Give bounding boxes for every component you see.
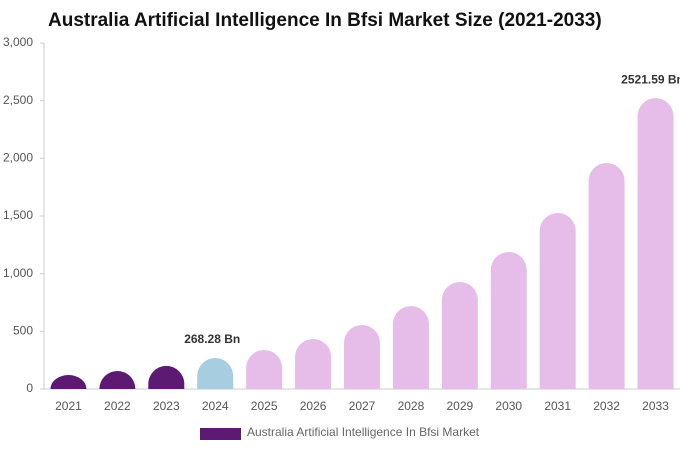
bar — [246, 350, 283, 389]
bar — [344, 324, 380, 389]
bar — [295, 338, 332, 389]
x-tick-label: 2021 — [55, 399, 82, 413]
x-tick-label: 2026 — [300, 399, 327, 413]
bar — [197, 358, 234, 389]
y-tick-label: 2,500 — [3, 93, 33, 107]
bar — [490, 251, 527, 389]
bar — [99, 371, 136, 389]
bar — [588, 162, 625, 389]
y-tick-label: 0 — [26, 381, 33, 395]
chart-title: Australia Artificial Intelligence In Bfs… — [48, 10, 602, 31]
x-tick-label: 2022 — [104, 399, 131, 413]
x-tick-label: 2023 — [153, 399, 180, 413]
x-tick-label: 2028 — [398, 399, 425, 413]
x-tick-label: 2032 — [593, 399, 620, 413]
y-tick-label: 1,000 — [3, 266, 33, 280]
x-tick-label: 2031 — [544, 399, 571, 413]
bar — [637, 98, 674, 389]
x-tick-label: 2030 — [495, 399, 522, 413]
bar — [539, 213, 576, 389]
y-tick-label: 3,000 — [3, 35, 33, 49]
x-tick-label: 2025 — [251, 399, 278, 413]
value-label: 268.28 Bn — [184, 332, 240, 346]
legend-swatch — [200, 428, 241, 440]
x-tick-label: 2033 — [642, 399, 669, 413]
legend-label: Australia Artificial Intelligence In Bfs… — [247, 425, 480, 439]
value-label: 2521.59 Bn — [621, 72, 680, 86]
bar — [392, 305, 429, 389]
y-tick-label: 2,000 — [3, 151, 33, 165]
bar — [148, 365, 185, 389]
x-tick-label: 2027 — [349, 399, 376, 413]
y-tick-label: 1,500 — [3, 208, 33, 222]
x-tick-label: 2024 — [202, 399, 229, 413]
y-tick-label: 500 — [13, 324, 33, 338]
x-tick-label: 2029 — [446, 399, 473, 413]
bar — [441, 281, 478, 389]
bar — [50, 375, 87, 389]
